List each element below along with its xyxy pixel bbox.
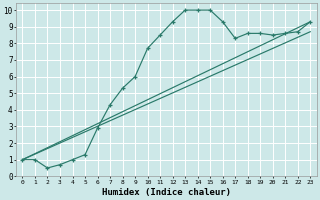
X-axis label: Humidex (Indice chaleur): Humidex (Indice chaleur)	[102, 188, 231, 197]
